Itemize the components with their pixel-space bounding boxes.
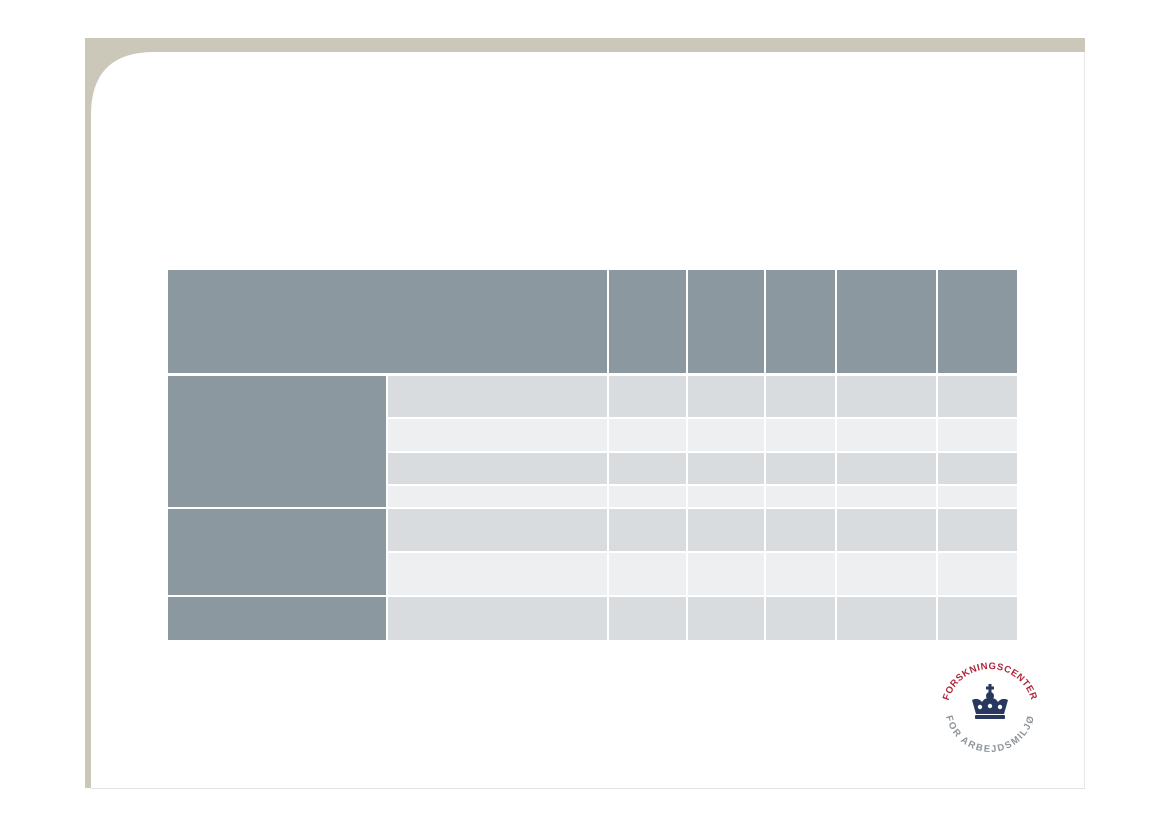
body-cell	[609, 553, 686, 595]
body-cell	[388, 453, 607, 484]
body-cell	[938, 453, 1017, 484]
body-cell	[609, 597, 686, 640]
body-cell	[388, 509, 607, 551]
body-cell	[688, 419, 764, 451]
body-cell	[938, 419, 1017, 451]
header-cell	[168, 270, 607, 373]
body-cell	[688, 376, 764, 417]
header-cell	[688, 270, 764, 373]
body-cell	[938, 376, 1017, 417]
group-cell	[168, 509, 386, 595]
body-cell	[837, 597, 936, 640]
body-cell	[688, 453, 764, 484]
body-cell	[766, 419, 835, 451]
body-cell	[938, 509, 1017, 551]
body-cell	[688, 486, 764, 507]
body-cell	[609, 376, 686, 417]
body-cell	[837, 509, 936, 551]
body-cell	[837, 376, 936, 417]
body-cell	[766, 486, 835, 507]
group-cell	[168, 597, 386, 640]
group-cell	[168, 376, 386, 507]
header-cell	[609, 270, 686, 373]
body-cell	[609, 509, 686, 551]
body-cell	[688, 509, 764, 551]
body-cell	[388, 597, 607, 640]
body-cell	[609, 486, 686, 507]
body-cell	[837, 453, 936, 484]
body-cell	[609, 453, 686, 484]
body-cell	[938, 553, 1017, 595]
body-cell	[609, 419, 686, 451]
body-cell	[766, 597, 835, 640]
table	[168, 270, 1017, 640]
header-cell	[938, 270, 1017, 373]
body-cell	[766, 509, 835, 551]
body-cell	[938, 597, 1017, 640]
body-cell	[766, 553, 835, 595]
body-cell	[388, 553, 607, 595]
body-cell	[388, 419, 607, 451]
body-cell	[388, 486, 607, 507]
body-cell	[837, 553, 936, 595]
body-cell	[938, 486, 1017, 507]
body-cell	[688, 553, 764, 595]
body-cell	[837, 419, 936, 451]
logo-crown-details	[977, 703, 1003, 710]
body-cell	[766, 376, 835, 417]
body-cell	[388, 376, 607, 417]
header-cell	[766, 270, 835, 373]
header-cell	[837, 270, 936, 373]
body-cell	[766, 453, 835, 484]
body-cell	[837, 486, 936, 507]
body-cell	[688, 597, 764, 640]
